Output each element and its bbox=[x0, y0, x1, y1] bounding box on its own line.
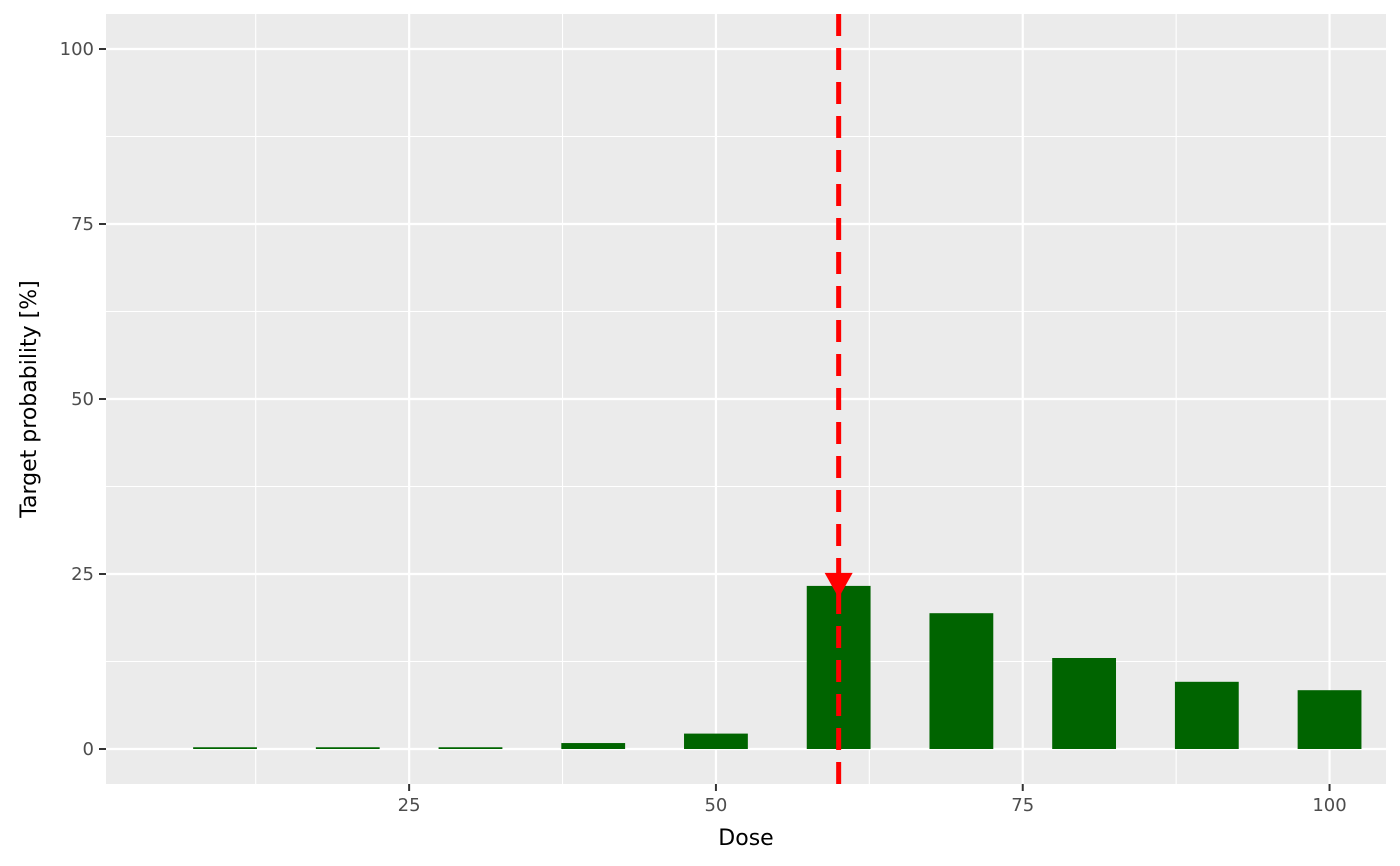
bar bbox=[193, 747, 257, 749]
y-tick-label: 0 bbox=[83, 739, 94, 760]
y-axis: 0 25 50 75 100 bbox=[60, 39, 106, 760]
bar bbox=[438, 747, 503, 749]
marker-triangle bbox=[824, 572, 853, 598]
x-axis: 25 50 75 100 bbox=[398, 784, 1347, 816]
x-axis-title: Dose bbox=[718, 826, 773, 851]
y-tick-label: 75 bbox=[71, 214, 94, 235]
y-axis-title: Target probability [%] bbox=[17, 280, 42, 519]
y-tick-label: 100 bbox=[60, 39, 94, 60]
bar bbox=[1174, 681, 1239, 749]
x-tick-label: 25 bbox=[398, 795, 421, 816]
y-tick-label: 25 bbox=[71, 564, 94, 585]
x-tick-label: 75 bbox=[1011, 795, 1034, 816]
bar bbox=[1052, 658, 1117, 749]
bar bbox=[315, 747, 380, 749]
bar bbox=[561, 743, 626, 749]
bar bbox=[684, 733, 748, 749]
reference-line-group bbox=[824, 14, 853, 784]
x-tick-label: 100 bbox=[1312, 795, 1346, 816]
y-tick-label: 50 bbox=[71, 389, 94, 410]
bar bbox=[1297, 690, 1362, 749]
bar bbox=[929, 613, 994, 749]
x-tick-label: 50 bbox=[704, 795, 727, 816]
